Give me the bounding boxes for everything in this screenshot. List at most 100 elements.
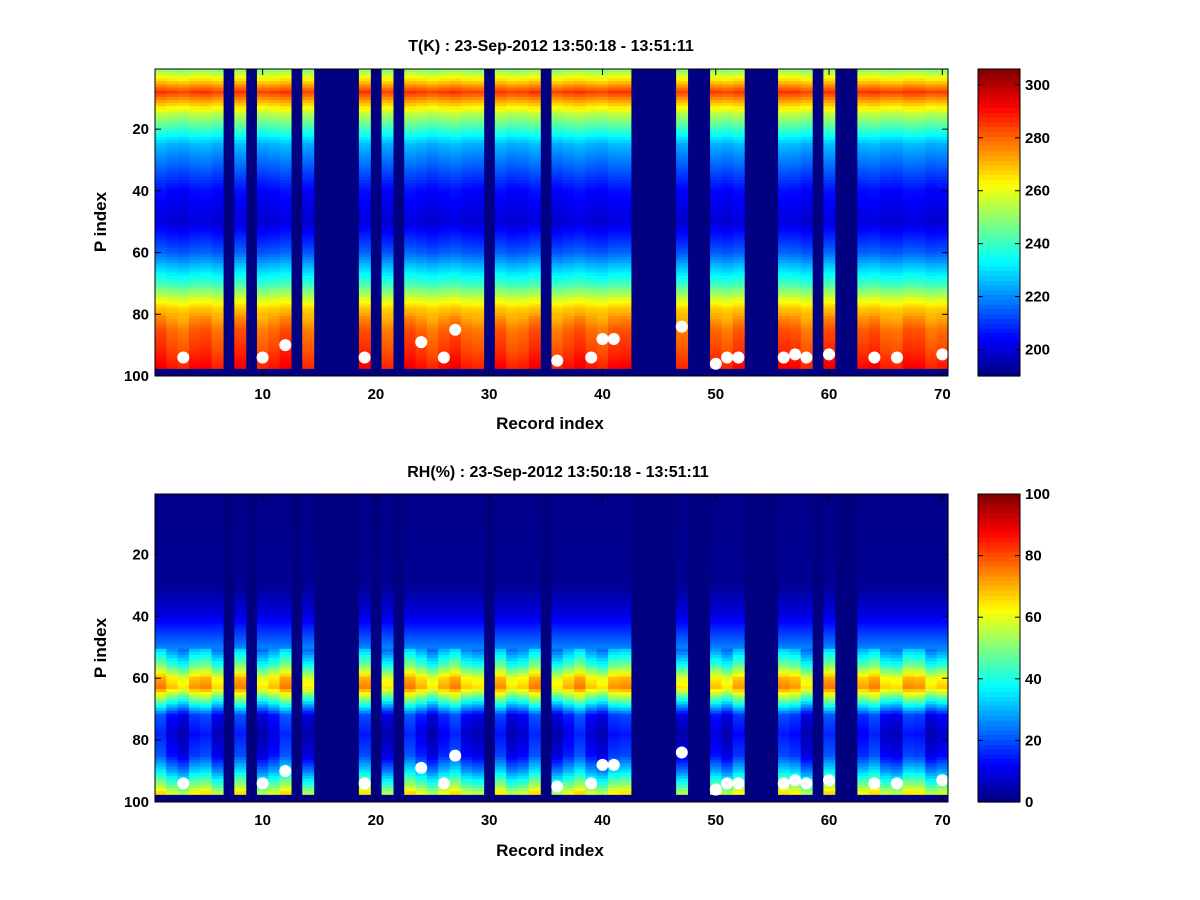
heatmap-cell (279, 99, 292, 104)
heatmap-cell (868, 217, 881, 221)
heatmap-cell (596, 210, 609, 215)
heatmap-cell (256, 269, 269, 274)
heatmap-cell (381, 318, 394, 323)
heatmap-cell (823, 118, 836, 123)
heatmap-cell (188, 204, 201, 209)
heatmap-cell (789, 124, 802, 129)
heatmap-cell (381, 99, 394, 104)
heatmap-cell (415, 192, 428, 197)
heatmap-cell (596, 149, 609, 153)
heatmap-cell (211, 143, 224, 147)
heatmap-cell (506, 281, 519, 286)
heatmap-cell (381, 198, 394, 203)
heatmap-cell (449, 149, 462, 153)
heatmap-cell (302, 201, 315, 206)
heatmap-cell (426, 229, 439, 234)
heatmap-cell (528, 170, 541, 175)
heatmap-cell (857, 226, 870, 231)
heatmap-cell (902, 189, 915, 194)
heatmap-cell (914, 152, 926, 156)
heatmap-cell (710, 315, 723, 320)
heatmap-cell (880, 232, 892, 237)
heatmap-cell (358, 201, 371, 206)
heatmap-cell (676, 161, 689, 166)
heatmap-cell (381, 118, 394, 123)
heatmap-cell (585, 220, 598, 224)
heatmap-cell (155, 124, 167, 129)
heatmap-cell (256, 102, 269, 107)
heatmap-cell (358, 75, 371, 79)
heatmap-cell (574, 229, 587, 234)
heatmap-cell (789, 106, 802, 110)
heatmap-cell (800, 158, 813, 163)
heatmap-cell (449, 241, 462, 246)
heatmap-cell (596, 229, 609, 234)
heatmap-cell (710, 278, 723, 283)
heatmap-cell (562, 365, 575, 369)
heatmap-cell (358, 130, 371, 135)
heatmap-cell (857, 143, 870, 147)
heatmap-cell (256, 75, 269, 79)
heatmap-cell (506, 340, 519, 345)
heatmap-cell (562, 189, 575, 194)
heatmap-cell (472, 334, 485, 339)
heatmap-cell (596, 272, 609, 277)
x-tick-label: 30 (481, 386, 498, 403)
heatmap-cell (608, 235, 621, 240)
heatmap-cell (415, 207, 428, 212)
heatmap-cell (177, 204, 190, 209)
heatmap-cell (155, 229, 167, 234)
colorbar-swatch (978, 107, 1020, 113)
heatmap-cell (914, 102, 926, 107)
heatmap-cell (166, 359, 179, 363)
heatmap-cell (880, 133, 892, 138)
heatmap-cell (302, 112, 315, 116)
heatmap-cell (676, 210, 689, 215)
heatmap-cell (528, 312, 541, 317)
heatmap-cell (358, 263, 371, 268)
heatmap-cell (619, 232, 632, 237)
heatmap-cell (438, 303, 451, 308)
heatmap-cell (868, 275, 881, 280)
heatmap-cell (415, 96, 428, 101)
heatmap-cell (925, 269, 938, 274)
heatmap-cell (857, 217, 870, 221)
heatmap-cell (438, 263, 451, 268)
heatmap-cell (234, 297, 247, 302)
heatmap-cell (891, 78, 904, 82)
heatmap-cell (596, 254, 609, 258)
heatmap-cell (234, 93, 247, 98)
heatmap-cell (438, 328, 451, 332)
heatmap-cell (676, 294, 689, 298)
heatmap-cell (936, 96, 949, 101)
heatmap-cell (732, 241, 745, 246)
heatmap-cell (358, 315, 371, 320)
heatmap-cell (426, 69, 439, 73)
heatmap-cell (789, 69, 802, 73)
heatmap-cell (472, 362, 485, 366)
heatmap-cell (302, 340, 315, 345)
heatmap-cell (494, 161, 507, 166)
heatmap-cell (381, 161, 394, 166)
heatmap-cell (676, 312, 689, 317)
heatmap-cell (166, 726, 179, 730)
heatmap-cell (166, 288, 179, 292)
heatmap-cell (155, 611, 167, 616)
heatmap-cell (676, 152, 689, 156)
heatmap-cell (188, 149, 201, 153)
heatmap-cell (460, 322, 473, 326)
heatmap-cell (857, 124, 870, 129)
heatmap-cell (551, 349, 564, 354)
heatmap-cell (517, 96, 530, 101)
heatmap-cell (528, 281, 541, 286)
heatmap-cell (506, 217, 519, 221)
heatmap-cell (472, 251, 485, 255)
heatmap-cell (460, 340, 473, 345)
heatmap-cell (732, 180, 745, 184)
heatmap-cell (857, 300, 870, 305)
heatmap-cell (166, 294, 179, 298)
heatmap-cell (426, 72, 439, 76)
heatmap-cell (211, 102, 224, 107)
heatmap-cell (234, 112, 247, 116)
heatmap-cell (676, 223, 689, 227)
